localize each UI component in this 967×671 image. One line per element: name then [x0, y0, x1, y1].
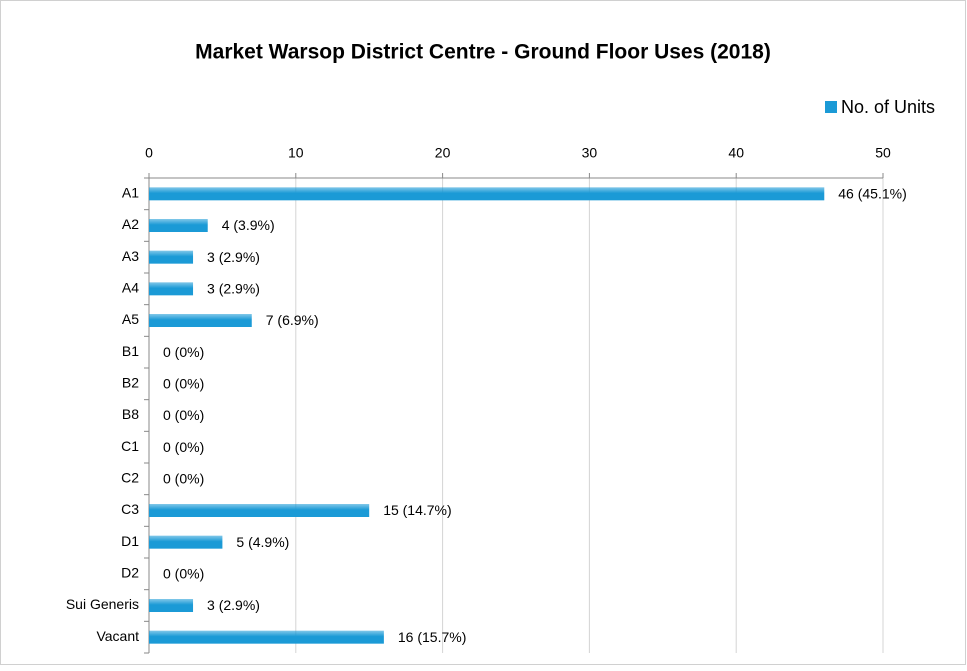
- bar: [149, 219, 208, 232]
- x-tick-label: 30: [582, 145, 598, 161]
- y-tick-label: C3: [121, 501, 139, 517]
- bar: [149, 630, 384, 644]
- y-tick-label: B2: [122, 375, 139, 391]
- x-tick-label: 0: [145, 145, 153, 161]
- x-tick-label: 50: [875, 145, 891, 161]
- y-tick-label: C2: [121, 470, 139, 486]
- x-tick-label: 40: [728, 145, 744, 161]
- bar: [149, 282, 194, 296]
- data-label: 16 (15.7%): [398, 629, 466, 645]
- data-label: 0 (0%): [163, 439, 204, 455]
- data-label: 3 (2.9%): [207, 597, 260, 613]
- chart-title: Market Warsop District Centre - Ground F…: [195, 41, 771, 64]
- y-tick-label: A5: [122, 311, 139, 327]
- y-tick-label: A1: [122, 185, 139, 201]
- legend-label: No. of Units: [841, 97, 935, 117]
- data-label: 4 (3.9%): [222, 217, 275, 233]
- y-tick-label: A3: [122, 248, 139, 264]
- data-label: 7 (6.9%): [266, 312, 319, 328]
- y-tick-label: D1: [121, 533, 139, 549]
- data-label: 0 (0%): [163, 471, 204, 487]
- data-label: 5 (4.9%): [236, 534, 289, 550]
- y-tick-label: Sui Generis: [66, 596, 139, 612]
- x-tick-label: 20: [435, 145, 451, 161]
- bar: [149, 535, 223, 549]
- y-tick-label: B8: [122, 406, 139, 422]
- y-tick-label: A4: [122, 280, 139, 296]
- data-label: 3 (2.9%): [207, 249, 260, 265]
- bar: [149, 187, 825, 201]
- bar: [149, 250, 194, 264]
- bar: [149, 599, 194, 612]
- y-tick-label: B1: [122, 343, 139, 359]
- y-tick-label: D2: [121, 565, 139, 581]
- data-label: 46 (45.1%): [838, 186, 906, 202]
- bar: [149, 504, 370, 517]
- data-label: 0 (0%): [163, 376, 204, 392]
- y-tick-label: A2: [122, 216, 139, 232]
- data-label: 3 (2.9%): [207, 281, 260, 297]
- data-label: 0 (0%): [163, 566, 204, 582]
- legend-swatch: [825, 101, 837, 113]
- bar: [149, 314, 252, 327]
- data-label: 15 (14.7%): [383, 502, 451, 518]
- y-tick-label: C1: [121, 438, 139, 454]
- y-tick-label: Vacant: [96, 628, 139, 644]
- data-label: 0 (0%): [163, 407, 204, 423]
- x-tick-label: 10: [288, 145, 304, 161]
- data-label: 0 (0%): [163, 344, 204, 360]
